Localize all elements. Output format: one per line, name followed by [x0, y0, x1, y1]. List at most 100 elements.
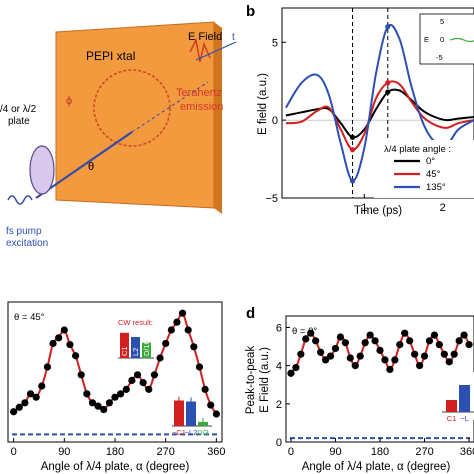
data-point: [32, 393, 40, 401]
x-tick-label-4: 360: [460, 446, 474, 458]
data-point: [425, 337, 434, 345]
data-point: [60, 326, 68, 334]
pulse-bar-2: [198, 421, 208, 426]
data-point: [10, 408, 18, 416]
data-point: [297, 350, 305, 358]
data-point: [15, 403, 23, 411]
data-point: [386, 365, 394, 374]
t-label: t: [232, 32, 235, 43]
panel-b-ylabel: E field (a.u.): [257, 73, 269, 135]
series-line-1: [285, 80, 474, 151]
x-tick-label-1: 90: [58, 446, 70, 458]
pulse-bar-inset: −C1−L2 D/3: [172, 396, 212, 437]
data-point: [401, 329, 409, 337]
data-point: [117, 390, 125, 398]
data-point: [66, 340, 74, 349]
data-point: [317, 348, 325, 356]
x-tick-label-0: 1: [361, 202, 367, 214]
data-point: [302, 335, 310, 343]
pulse-bar-0: [174, 400, 184, 426]
plate-label-2: plate: [8, 116, 30, 127]
thz-label-1: Terahertz: [176, 87, 222, 99]
data-point: [94, 402, 102, 410]
data-point: [336, 333, 345, 341]
marker-point-1-1: [385, 80, 391, 86]
cw-bar-0: [120, 332, 129, 358]
inset-bar-label-1: −L: [460, 414, 469, 423]
x-tick-label-1: 90: [329, 446, 341, 458]
data-point: [331, 344, 340, 353]
data-point: [366, 331, 374, 339]
inset-tick-neg5: -5: [436, 53, 443, 62]
marker-point-0-0: [349, 134, 356, 140]
y-tick-label-2: 4: [276, 361, 282, 373]
x-tick-label-2: 180: [106, 446, 124, 458]
y-tick-label-2: 5: [272, 37, 278, 49]
panel-b-legend: λ/4 plate angle : 0° 45° 135°: [374, 140, 474, 198]
pulse-bar-label-0: −C1: [172, 428, 186, 437]
legend-label-2: 135°: [426, 182, 446, 193]
y-tick-label-1: 0: [272, 115, 278, 127]
x-tick-label-3: 270: [415, 446, 433, 458]
y-tick-label-0: 0: [276, 437, 282, 449]
pulse-bar-label-2: D/3: [197, 428, 209, 437]
data-point: [55, 334, 63, 342]
panel-d-ylabel-1: Peak-to-peak: [245, 346, 257, 415]
data-point: [156, 354, 164, 362]
thz-direction: [195, 41, 237, 61]
pump-pulse-icon: [7, 195, 33, 205]
panel-b-inset: [419, 13, 474, 65]
theta-label: θ: [88, 161, 94, 173]
panel-b-xlabel: Time (ps): [354, 205, 402, 217]
data-point: [128, 376, 136, 384]
panel-b-letter: b: [246, 3, 255, 20]
data-point: [100, 405, 108, 414]
data-point: [465, 341, 473, 349]
data-point: [376, 346, 384, 354]
cw-bar-label-0: C1: [120, 346, 129, 356]
pump-label-1: fs pump: [6, 226, 42, 237]
data-point: [21, 399, 29, 407]
data-point: [162, 339, 170, 348]
data-point: [415, 362, 424, 370]
x-tick-label-0: 0: [288, 446, 294, 458]
legend-title: λ/4 plate angle :: [384, 144, 451, 155]
efield-label: E Field: [188, 31, 222, 43]
data-point: [83, 390, 91, 398]
data-point: [167, 326, 175, 334]
data-point: [122, 385, 130, 393]
pump-label-2: excitation: [6, 238, 48, 249]
data-point: [190, 343, 198, 351]
data-point: [321, 356, 330, 364]
inset-bar-1: [459, 385, 470, 412]
x-tick-label-1: 2: [440, 202, 446, 214]
cw-bar-label-1: L2: [131, 348, 140, 356]
panel-d: d θ = 0° 0 2 4 6 0 90 180 270 360 Peak-to-peak E…: [245, 305, 474, 473]
data-point: [207, 401, 215, 409]
marker-point-2-1: [385, 24, 391, 30]
inset-trace: [449, 37, 474, 43]
data-point: [455, 337, 463, 345]
inset-tick-5: 5: [440, 17, 444, 26]
pump-beam: [35, 131, 133, 199]
thz-waveform-icon: [189, 37, 211, 63]
data-point: [351, 362, 359, 370]
data-point: [381, 356, 389, 364]
cw-result-inset: CW result: C1 L2 D/100: [118, 318, 154, 359]
data-point: [178, 309, 187, 317]
x-tick-label-0: 0: [11, 446, 17, 458]
y-tick-label-1: 2: [276, 399, 282, 411]
data-point: [312, 337, 320, 345]
y-tick-label-3: 6: [276, 322, 282, 334]
data-point: [420, 352, 429, 360]
data-point: [111, 393, 119, 401]
thz-label-2: emission: [180, 101, 223, 113]
crystal-label: PEPI xtal: [86, 49, 135, 63]
marker-point-2-0: [349, 178, 356, 184]
data-point: [292, 363, 300, 372]
data-point: [145, 385, 153, 393]
inset-tick-0: 0: [440, 35, 444, 44]
data-point: [391, 356, 399, 364]
data-point: [49, 339, 57, 348]
